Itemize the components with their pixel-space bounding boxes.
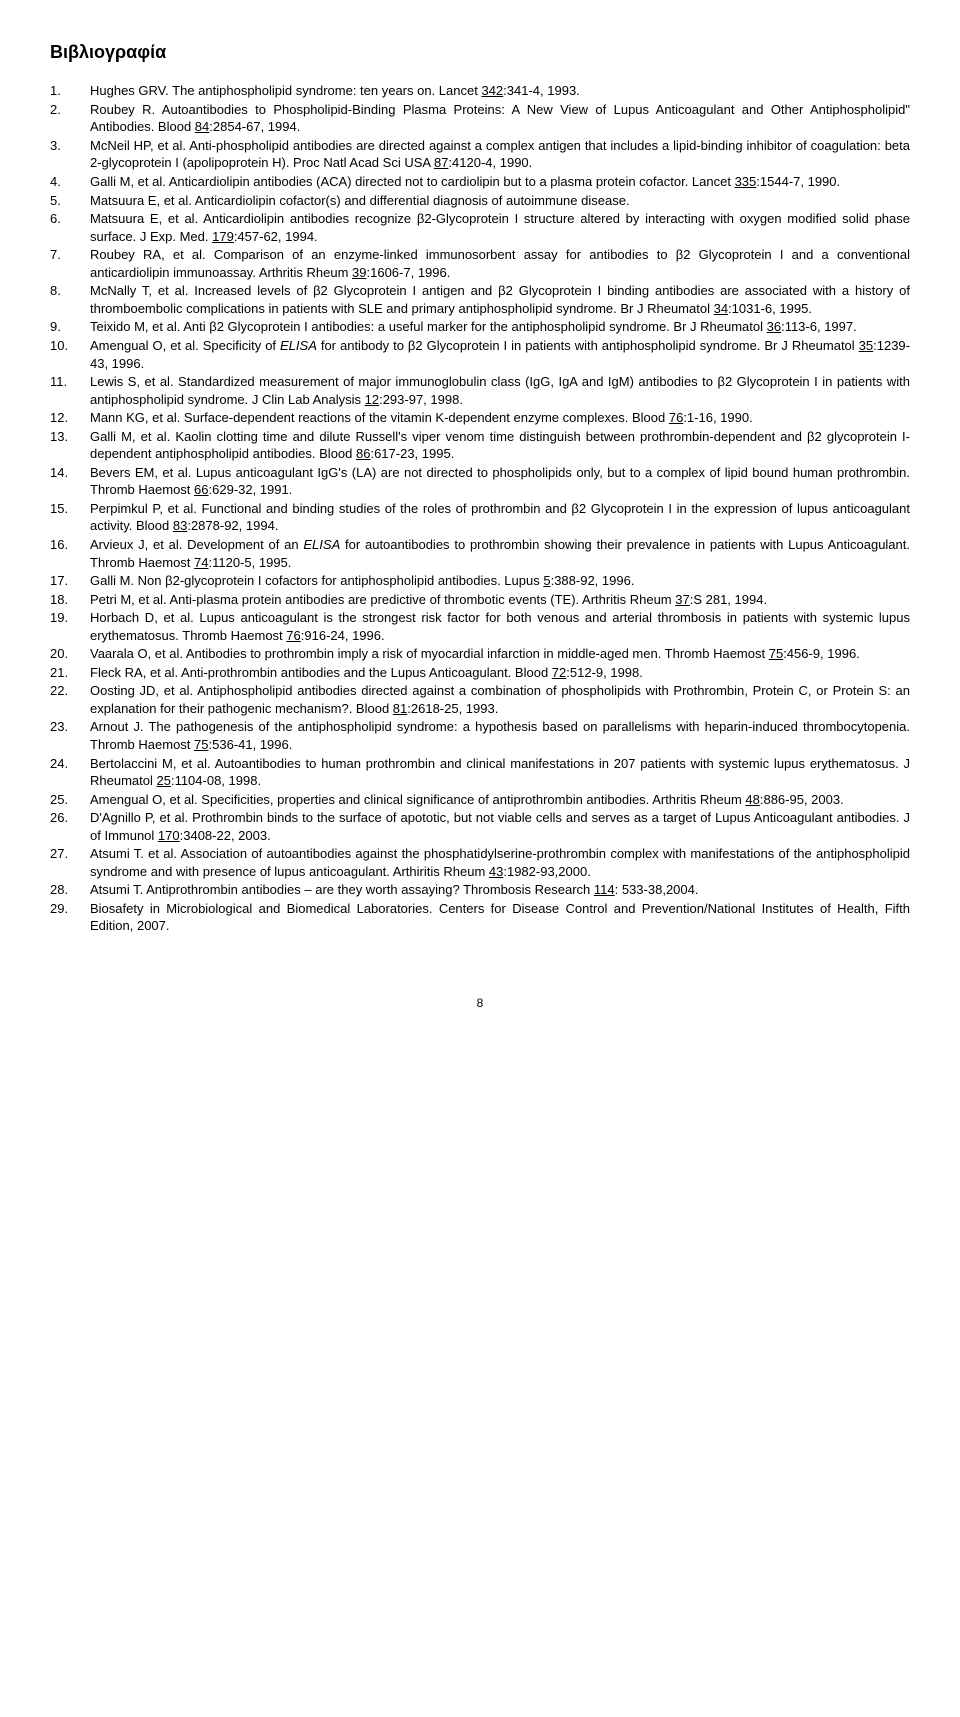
reference-number: 16. [50, 536, 90, 571]
reference-number: 25. [50, 791, 90, 809]
reference-number: 8. [50, 282, 90, 317]
reference-number: 29. [50, 900, 90, 935]
reference-text: Matsuura E, et al. Anticardiolipin antib… [90, 210, 910, 245]
bibliography-list: 1.Hughes GRV. The antiphospholipid syndr… [50, 82, 910, 935]
reference-number: 10. [50, 337, 90, 372]
reference-text: McNally T, et al. Increased levels of β2… [90, 282, 910, 317]
reference-text: D'Agnillo P, et al. Prothrombin binds to… [90, 809, 910, 844]
reference-item: 18.Petri M, et al. Anti-plasma protein a… [50, 591, 910, 609]
reference-number: 17. [50, 572, 90, 590]
reference-item: 25.Amengual O, et al. Specificities, pro… [50, 791, 910, 809]
reference-text: Roubey RA, et al. Comparison of an enzym… [90, 246, 910, 281]
reference-text: Mann KG, et al. Surface-dependent reacti… [90, 409, 910, 427]
reference-text: Oosting JD, et al. Antiphospholipid anti… [90, 682, 910, 717]
reference-text: Vaarala O, et al. Antibodies to prothrom… [90, 645, 910, 663]
reference-text: Perpimkul P, et al. Functional and bindi… [90, 500, 910, 535]
reference-text: Fleck RA, et al. Anti-prothrombin antibo… [90, 664, 910, 682]
reference-item: 24.Bertolaccini M, et al. Autoantibodies… [50, 755, 910, 790]
page-number: 8 [50, 995, 910, 1011]
reference-text: Roubey R. Autoantibodies to Phospholipid… [90, 101, 910, 136]
reference-item: 2.Roubey R. Autoantibodies to Phospholip… [50, 101, 910, 136]
reference-text: Atsumi T. Antiprothrombin antibodies – a… [90, 881, 910, 899]
reference-item: 20.Vaarala O, et al. Antibodies to proth… [50, 645, 910, 663]
reference-number: 21. [50, 664, 90, 682]
reference-number: 13. [50, 428, 90, 463]
page-title: Βιβλιογραφία [50, 40, 910, 64]
reference-text: Amengual O, et al. Specificities, proper… [90, 791, 910, 809]
reference-number: 27. [50, 845, 90, 880]
reference-text: Bevers EM, et al. Lupus anticoagulant Ig… [90, 464, 910, 499]
reference-number: 3. [50, 137, 90, 172]
reference-item: 10.Amengual O, et al. Specificity of ELI… [50, 337, 910, 372]
reference-item: 9.Teixido M, et al. Anti β2 Glycoprotein… [50, 318, 910, 336]
reference-item: 15.Perpimkul P, et al. Functional and bi… [50, 500, 910, 535]
reference-item: 8.McNally T, et al. Increased levels of … [50, 282, 910, 317]
reference-text: Atsumi T. et al. Association of autoanti… [90, 845, 910, 880]
reference-text: Hughes GRV. The antiphospholipid syndrom… [90, 82, 910, 100]
reference-item: 21.Fleck RA, et al. Anti-prothrombin ant… [50, 664, 910, 682]
reference-number: 14. [50, 464, 90, 499]
reference-text: Galli M, et al. Kaolin clotting time and… [90, 428, 910, 463]
reference-text: Bertolaccini M, et al. Autoantibodies to… [90, 755, 910, 790]
reference-item: 1.Hughes GRV. The antiphospholipid syndr… [50, 82, 910, 100]
reference-item: 29.Biosafety in Microbiological and Biom… [50, 900, 910, 935]
reference-item: 4.Galli M, et al. Anticardiolipin antibo… [50, 173, 910, 191]
reference-item: 23.Arnout J. The pathogenesis of the ant… [50, 718, 910, 753]
reference-item: 17.Galli M. Non β2-glycoprotein I cofact… [50, 572, 910, 590]
reference-text: Teixido M, et al. Anti β2 Glycoprotein I… [90, 318, 910, 336]
reference-item: 27.Atsumi T. et al. Association of autoa… [50, 845, 910, 880]
reference-text: Amengual O, et al. Specificity of ELISA … [90, 337, 910, 372]
reference-text: Arvieux J, et al. Development of an ELIS… [90, 536, 910, 571]
reference-item: 19.Horbach D, et al. Lupus anticoagulant… [50, 609, 910, 644]
reference-number: 4. [50, 173, 90, 191]
reference-item: 3.McNeil HP, et al. Anti-phospholipid an… [50, 137, 910, 172]
reference-item: 13.Galli M, et al. Kaolin clotting time … [50, 428, 910, 463]
reference-number: 18. [50, 591, 90, 609]
reference-item: 28.Atsumi T. Antiprothrombin antibodies … [50, 881, 910, 899]
reference-item: 5.Matsuura E, et al. Anticardiolipin cof… [50, 192, 910, 210]
reference-number: 15. [50, 500, 90, 535]
reference-text: Matsuura E, et al. Anticardiolipin cofac… [90, 192, 910, 210]
reference-number: 9. [50, 318, 90, 336]
reference-number: 23. [50, 718, 90, 753]
reference-number: 12. [50, 409, 90, 427]
reference-number: 5. [50, 192, 90, 210]
reference-text: Galli M, et al. Anticardiolipin antibodi… [90, 173, 910, 191]
reference-item: 11.Lewis S, et al. Standardized measurem… [50, 373, 910, 408]
reference-item: 22.Oosting JD, et al. Antiphospholipid a… [50, 682, 910, 717]
reference-number: 1. [50, 82, 90, 100]
reference-item: 16.Arvieux J, et al. Development of an E… [50, 536, 910, 571]
reference-number: 11. [50, 373, 90, 408]
reference-number: 19. [50, 609, 90, 644]
reference-number: 22. [50, 682, 90, 717]
reference-number: 28. [50, 881, 90, 899]
reference-number: 7. [50, 246, 90, 281]
reference-item: 12.Mann KG, et al. Surface-dependent rea… [50, 409, 910, 427]
reference-text: Galli M. Non β2-glycoprotein I cofactors… [90, 572, 910, 590]
reference-text: Arnout J. The pathogenesis of the antiph… [90, 718, 910, 753]
reference-number: 20. [50, 645, 90, 663]
reference-number: 26. [50, 809, 90, 844]
reference-item: 14.Bevers EM, et al. Lupus anticoagulant… [50, 464, 910, 499]
reference-text: Horbach D, et al. Lupus anticoagulant is… [90, 609, 910, 644]
reference-text: Petri M, et al. Anti-plasma protein anti… [90, 591, 910, 609]
reference-item: 6.Matsuura E, et al. Anticardiolipin ant… [50, 210, 910, 245]
reference-text: Lewis S, et al. Standardized measurement… [90, 373, 910, 408]
reference-number: 6. [50, 210, 90, 245]
reference-number: 24. [50, 755, 90, 790]
reference-text: Biosafety in Microbiological and Biomedi… [90, 900, 910, 935]
reference-item: 7.Roubey RA, et al. Comparison of an enz… [50, 246, 910, 281]
reference-number: 2. [50, 101, 90, 136]
reference-item: 26.D'Agnillo P, et al. Prothrombin binds… [50, 809, 910, 844]
reference-text: McNeil HP, et al. Anti-phospholipid anti… [90, 137, 910, 172]
